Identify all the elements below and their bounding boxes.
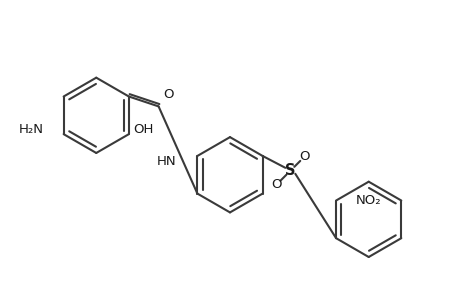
Text: O: O (298, 150, 309, 164)
Text: NO₂: NO₂ (355, 194, 381, 207)
Text: O: O (271, 178, 281, 191)
Text: HN: HN (156, 155, 175, 168)
Text: H₂N: H₂N (19, 123, 44, 136)
Text: O: O (163, 88, 174, 101)
Text: S: S (285, 163, 295, 178)
Text: OH: OH (133, 123, 153, 136)
